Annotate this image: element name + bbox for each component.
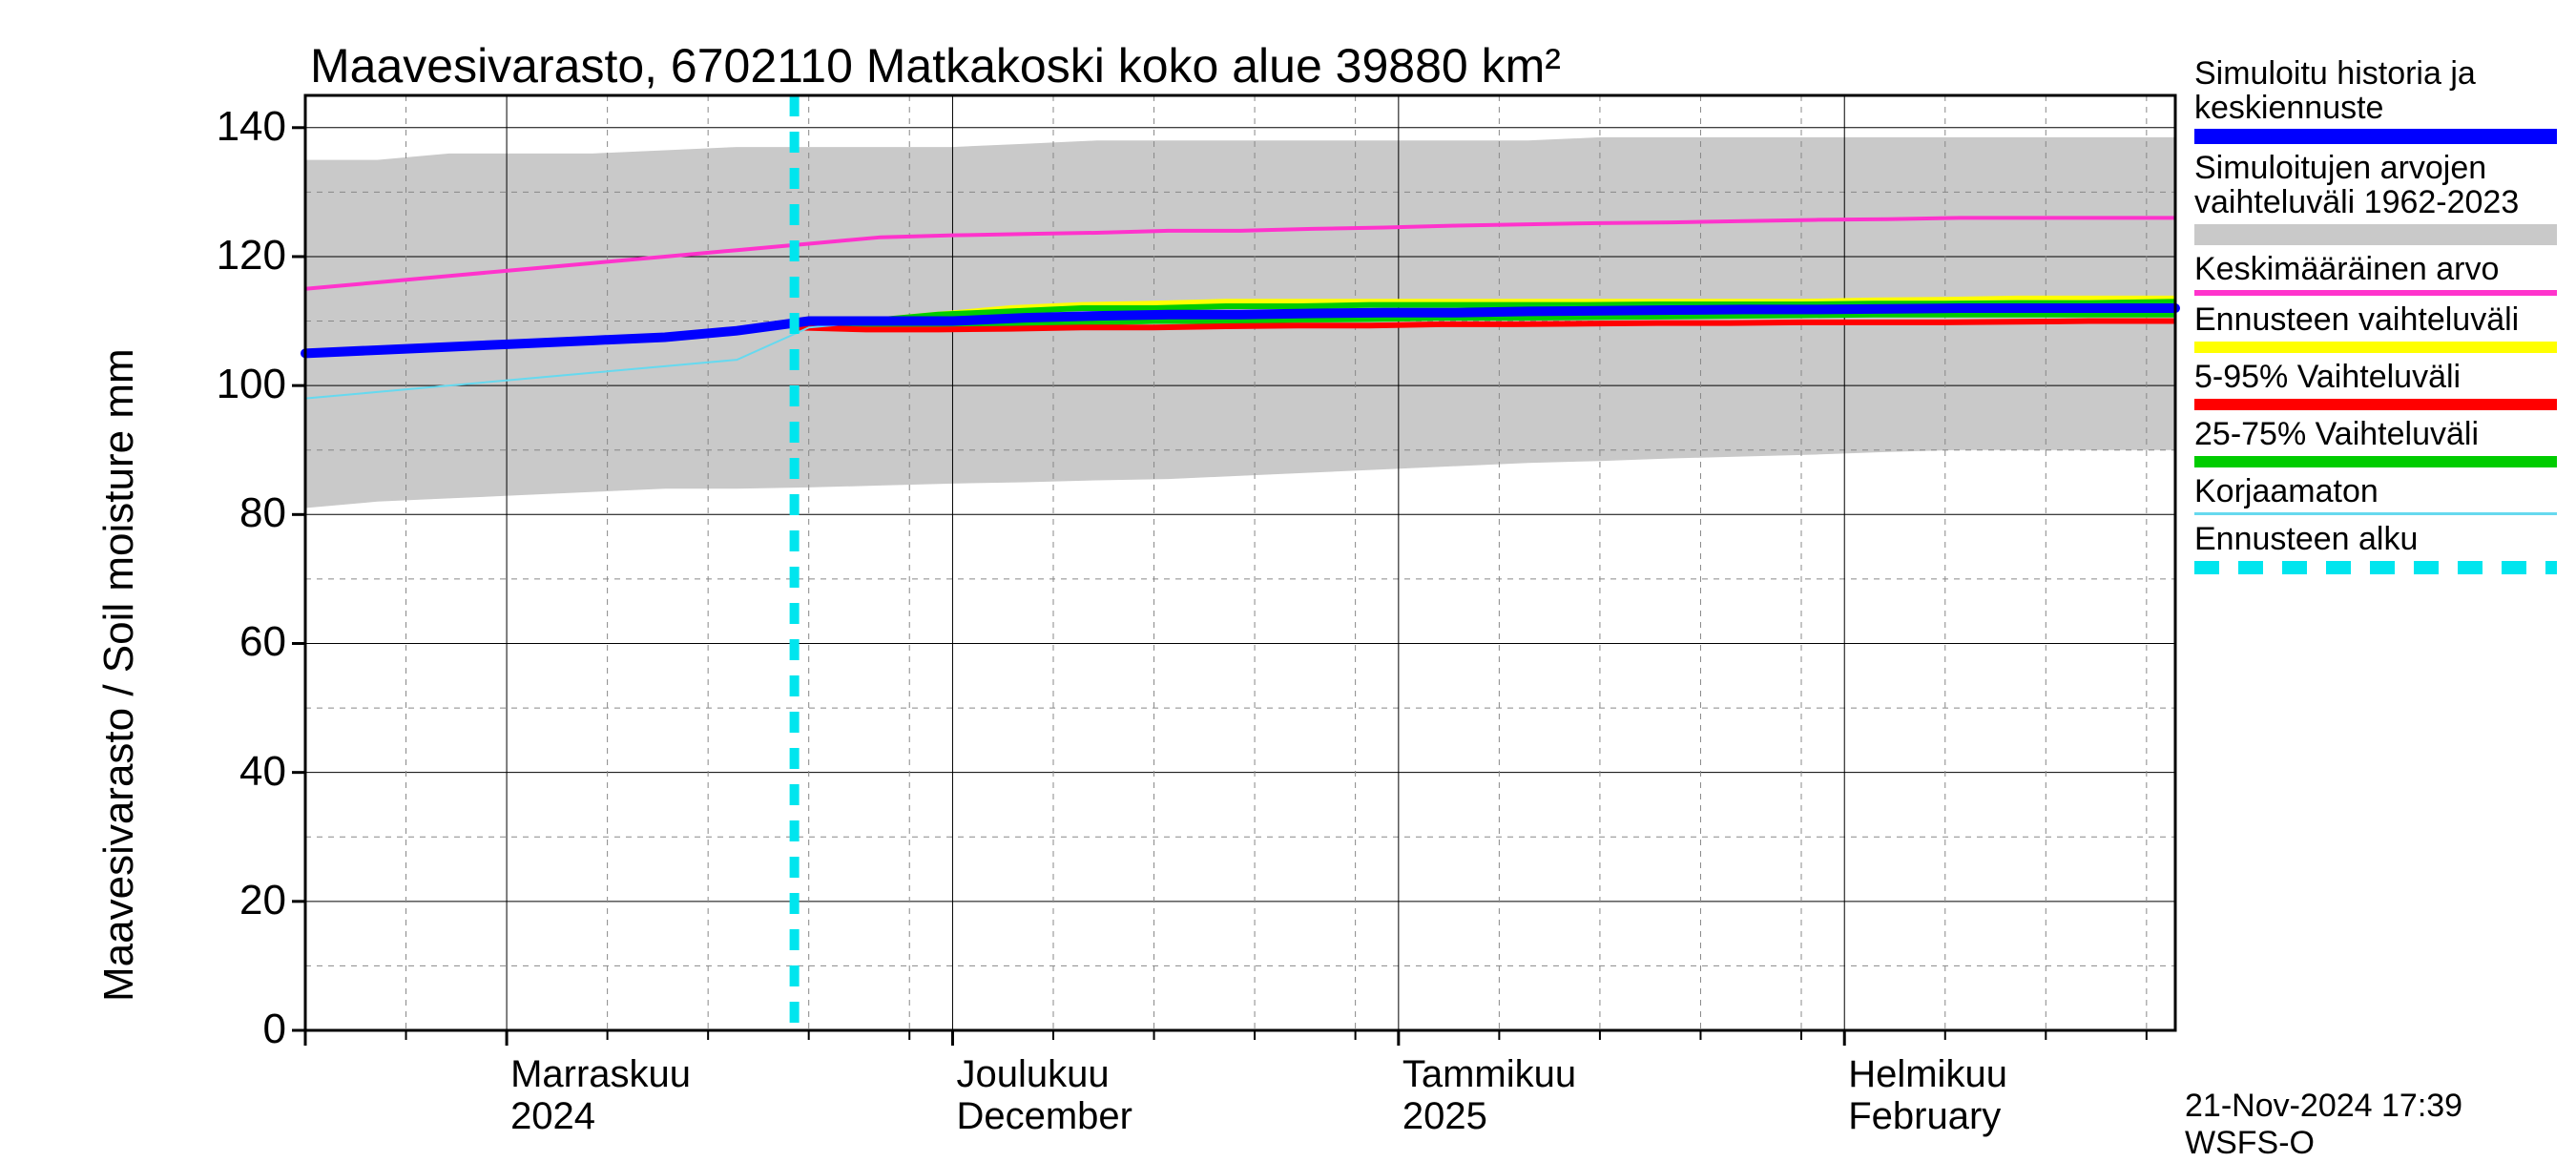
month-label: Tammikuu2025	[1402, 1053, 1576, 1137]
legend-label: Simuloitu historia ja	[2194, 57, 2557, 92]
legend-swatch	[2194, 456, 2557, 467]
chart-container: Maavesivarasto, 6702110 Matkakoski koko …	[0, 0, 2576, 1145]
legend-label: Korjaamaton	[2194, 475, 2557, 509]
legend-swatch	[2194, 342, 2557, 353]
legend-item: Keskimääräinen arvo	[2194, 253, 2557, 297]
ytick-label: 80	[191, 489, 286, 537]
legend-item: Ennusteen alku	[2194, 523, 2557, 574]
legend-label: vaihteluväli 1962-2023	[2194, 186, 2557, 220]
legend-swatch	[2194, 512, 2557, 515]
legend-item: Korjaamaton	[2194, 475, 2557, 516]
legend-swatch	[2194, 224, 2557, 245]
month-label: JoulukuuDecember	[956, 1053, 1132, 1137]
legend-swatch	[2194, 561, 2557, 574]
legend-label: keskiennuste	[2194, 92, 2557, 126]
legend-item: Simuloitu historia jakeskiennuste	[2194, 57, 2557, 144]
ytick-label: 20	[191, 877, 286, 924]
ytick-label: 60	[191, 618, 286, 666]
legend-label: Keskimääräinen arvo	[2194, 253, 2557, 287]
legend-label: Simuloitujen arvojen	[2194, 152, 2557, 186]
legend-item: 25-75% Vaihteluväli	[2194, 418, 2557, 467]
legend-label: 25-75% Vaihteluväli	[2194, 418, 2557, 452]
legend-label: Ennusteen alku	[2194, 523, 2557, 557]
legend-item: Simuloitujen arvojenvaihteluväli 1962-20…	[2194, 152, 2557, 244]
ytick-label: 140	[191, 103, 286, 151]
ytick-label: 120	[191, 232, 286, 280]
ytick-label: 0	[191, 1006, 286, 1053]
chart-title: Maavesivarasto, 6702110 Matkakoski koko …	[310, 38, 1561, 93]
legend-swatch	[2194, 290, 2557, 296]
timestamp-footer: 21-Nov-2024 17:39 WSFS-O	[2185, 1088, 2576, 1162]
legend-label: 5-95% Vaihteluväli	[2194, 361, 2557, 395]
month-label: HelmikuuFebruary	[1848, 1053, 2007, 1137]
chart-plot	[0, 0, 2576, 1145]
legend-label: Ennusteen vaihteluväli	[2194, 303, 2557, 338]
legend-item: Ennusteen vaihteluväli	[2194, 303, 2557, 353]
ytick-label: 40	[191, 748, 286, 796]
month-label: Marraskuu2024	[510, 1053, 691, 1137]
legend-swatch	[2194, 129, 2557, 144]
legend-item: 5-95% Vaihteluväli	[2194, 361, 2557, 410]
ytick-label: 100	[191, 361, 286, 408]
legend-swatch	[2194, 399, 2557, 410]
legend: Simuloitu historia jakeskiennusteSimuloi…	[2194, 57, 2557, 582]
y-axis-label: Maavesivarasto / Soil moisture mm	[95, 348, 143, 1002]
